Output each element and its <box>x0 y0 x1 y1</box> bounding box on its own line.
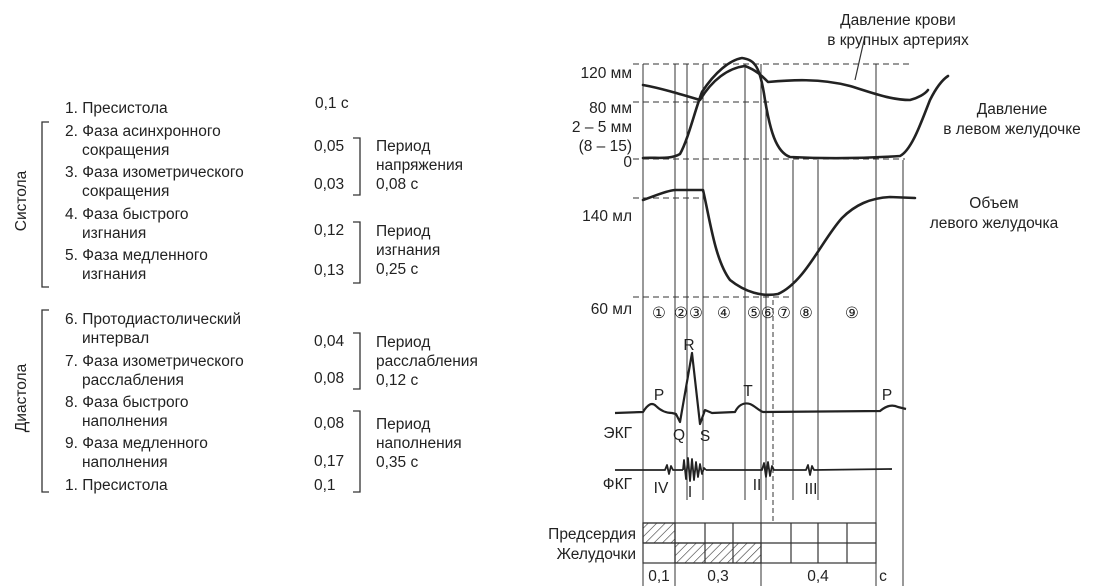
volume-label: Объем <box>969 195 1018 212</box>
phase-value: 0,1 с <box>315 95 349 112</box>
ecg-p1: P <box>654 387 664 404</box>
phase-name-cont: наполнения <box>82 413 168 430</box>
ecg-r: R <box>683 337 694 354</box>
phase-num-6: ⑥ <box>761 305 775 322</box>
phase-value: 0,04 <box>314 333 345 350</box>
phase-name: 6. Протодиастолический <box>65 311 242 328</box>
phase-value: 0,08 <box>314 415 345 432</box>
pcg-ii: II <box>753 477 762 494</box>
phase-value: 0,12 <box>314 222 345 239</box>
axis-0: 0 <box>623 154 632 171</box>
axis-120: 120 мм <box>581 65 632 82</box>
phase-value: 0,1 <box>314 477 336 494</box>
phase-name-cont: сокращения <box>82 142 170 159</box>
ecg-trace <box>614 351 907 426</box>
period-duration: 0,35 с <box>376 454 419 471</box>
axis-140: 140 мл <box>582 208 632 225</box>
period-label: напряжения <box>376 157 464 174</box>
phase-name: 1. Пресистола <box>65 477 168 494</box>
time-tick-2: 0,3 <box>707 568 729 585</box>
phase-num-7: ⑦ <box>777 305 791 322</box>
atria-label: Предсердия <box>548 526 636 543</box>
ecg-label: ЭКГ <box>603 425 632 442</box>
phase-name: 3. Фаза изометрического <box>65 164 244 181</box>
pcg-i: I <box>688 484 692 501</box>
ventricle-volume-curve <box>641 188 917 297</box>
phase-name-cont: наполнения <box>82 454 168 471</box>
phase-num-8: ⑧ <box>799 305 813 322</box>
phase-name-cont: изгнания <box>82 225 147 242</box>
phase-value: 0,03 <box>314 176 345 193</box>
arterial-label-2: в крупных артериях <box>827 32 969 49</box>
phase-num-4: ④ <box>717 305 731 322</box>
period-duration: 0,08 с <box>376 176 419 193</box>
arterial-pressure-curve <box>641 64 930 102</box>
atria-hatch <box>642 522 676 544</box>
ecg-s: S <box>700 428 710 445</box>
phase-name-cont: интервал <box>82 330 150 347</box>
ecg-p2: P <box>882 387 892 404</box>
period-label: Период <box>376 334 431 351</box>
time-unit: с <box>879 568 887 585</box>
ventricle-pressure-label: Давление <box>977 101 1048 118</box>
period-label: Период <box>376 223 431 240</box>
phase-num-2: ② <box>674 305 688 322</box>
bars <box>642 522 877 564</box>
pcg-iv: IV <box>654 480 669 497</box>
phase-name: 9. Фаза медленного <box>65 435 208 452</box>
pcg-trace <box>615 457 893 482</box>
arterial-label: Давление крови <box>840 12 956 29</box>
phase-value: 0,08 <box>314 370 345 387</box>
ventricles-hatch <box>674 542 762 564</box>
axis-80: 80 мм <box>589 100 632 117</box>
axis-8-15: (8 – 15) <box>579 138 632 155</box>
period-label: Период <box>376 416 431 433</box>
phase-name: 5. Фаза медленного <box>65 247 208 264</box>
period-duration: 0,25 с <box>376 261 419 278</box>
phase-name: 1. Пресистола <box>65 100 168 117</box>
phase-name-cont: сокращения <box>82 183 170 200</box>
pcg-iii: III <box>805 481 818 498</box>
phase-num-9: ⑨ <box>845 305 859 322</box>
phase-num-3: ③ <box>689 305 703 322</box>
ecg-q: Q <box>673 427 685 444</box>
period-label: расслабления <box>376 353 478 370</box>
phase-num-1: ① <box>652 305 666 322</box>
period-label: наполнения <box>376 435 462 452</box>
phase-name-cont: расслабления <box>82 372 184 389</box>
time-tick-1: 0,1 <box>648 568 670 585</box>
phase-name: 7. Фаза изометрического <box>65 353 244 370</box>
ventricle-pressure-label-2: в левом желудочке <box>943 121 1081 138</box>
pcg-label: ФКГ <box>603 476 633 493</box>
phase-name-cont: изгнания <box>82 266 147 283</box>
period-duration: 0,12 с <box>376 372 419 389</box>
ventricle-pressure-curve <box>641 56 950 160</box>
volume-label-2: левого желудочка <box>930 215 1059 232</box>
phase-num-5: ⑤ <box>747 305 761 322</box>
phase-value: 0,13 <box>314 262 345 279</box>
phase-value: 0,17 <box>314 453 345 470</box>
axis-2-5: 2 – 5 мм <box>572 119 632 136</box>
phase-name: 8. Фаза быстрого <box>65 394 189 411</box>
phase-name: 4. Фаза быстрого <box>65 206 189 223</box>
phase-name: 2. Фаза асинхронного <box>65 123 221 140</box>
phase-value: 0,05 <box>314 138 345 155</box>
axis-60: 60 мл <box>591 301 632 318</box>
period-label: изгнания <box>376 242 441 259</box>
period-label: Период <box>376 138 431 155</box>
ventricles-label: Желудочки <box>557 546 636 563</box>
phase-lines <box>642 64 904 586</box>
ecg-t: T <box>743 383 753 400</box>
time-tick-3: 0,4 <box>807 568 829 585</box>
